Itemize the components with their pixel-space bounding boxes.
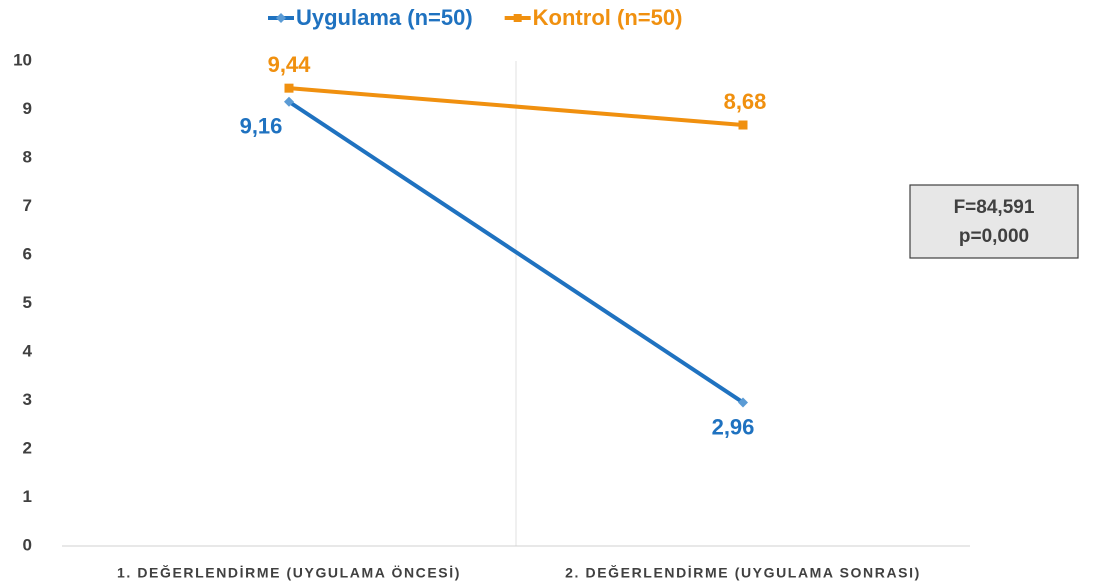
data-label: 8,68 [724,89,767,114]
y-tick-label: 10 [13,50,32,69]
data-label: 9,16 [240,114,283,139]
y-tick-label: 7 [23,196,32,215]
legend-marker [513,14,522,22]
legend-label: Uygulama (n=50) [296,5,473,30]
data-label: 2,96 [712,414,755,439]
x-tick-label: 2. DEĞERLENDİRME (UYGULAMA SONRASI) [565,564,921,581]
x-tick-label: 1. DEĞERLENDİRME (UYGULAMA ÖNCESİ) [117,564,461,581]
annotation: p=0,000 [959,226,1029,247]
y-tick-label: 9 [23,99,32,118]
y-tick-label: 5 [23,293,32,312]
line [287,100,745,405]
marker [738,397,748,408]
legend-label: Kontrol (n=50) [533,5,683,30]
y-tick-label: 2 [23,438,32,457]
y-tick-label: 1 [23,487,32,506]
y-tick-label: 4 [23,341,33,360]
annotation-box [909,184,1079,259]
y-tick-label: 6 [23,244,32,263]
legend-marker [276,13,286,23]
y-tick-label: 0 [23,535,32,554]
data-label: 9,44 [268,52,312,77]
marker [738,120,748,130]
marker [284,96,294,107]
line [288,86,744,128]
y-tick-label: 8 [23,147,32,166]
y-tick-label: 3 [23,390,32,409]
marker [284,83,294,93]
annotation: F=84,591 [954,197,1035,218]
